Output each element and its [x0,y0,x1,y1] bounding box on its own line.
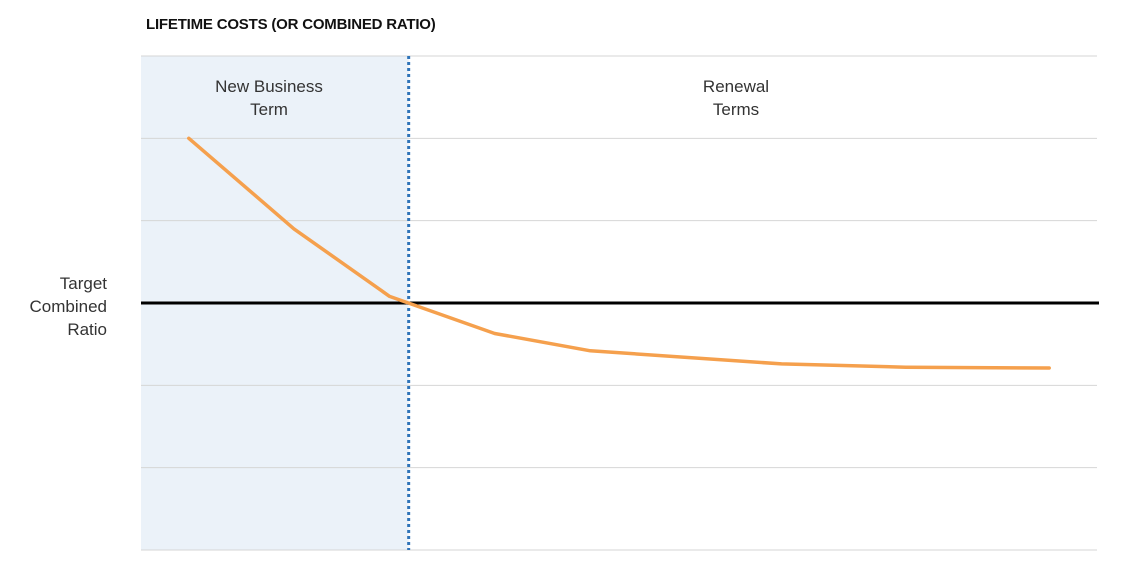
reference-line-label: Target Combined Ratio [30,272,108,341]
chart-title: LIFETIME COSTS (OR COMBINED RATIO) [146,16,436,33]
region-label-new-business: New Business Term [149,75,389,121]
region-label-renewal: Renewal Terms [616,75,856,121]
reference-line-label-line-1: Target [59,274,107,293]
region-label-new-business-line-2: Term [250,100,288,119]
region-label-renewal-line-1: Renewal [702,77,770,96]
reference-line-label-line-2: Combined [29,297,108,316]
region-label-new-business-line-1: New Business [215,77,323,96]
series-line-cost [187,136,1051,370]
region-label-renewal-line-2: Terms [712,100,760,119]
reference-line-label-line-3: Ratio [67,320,107,339]
